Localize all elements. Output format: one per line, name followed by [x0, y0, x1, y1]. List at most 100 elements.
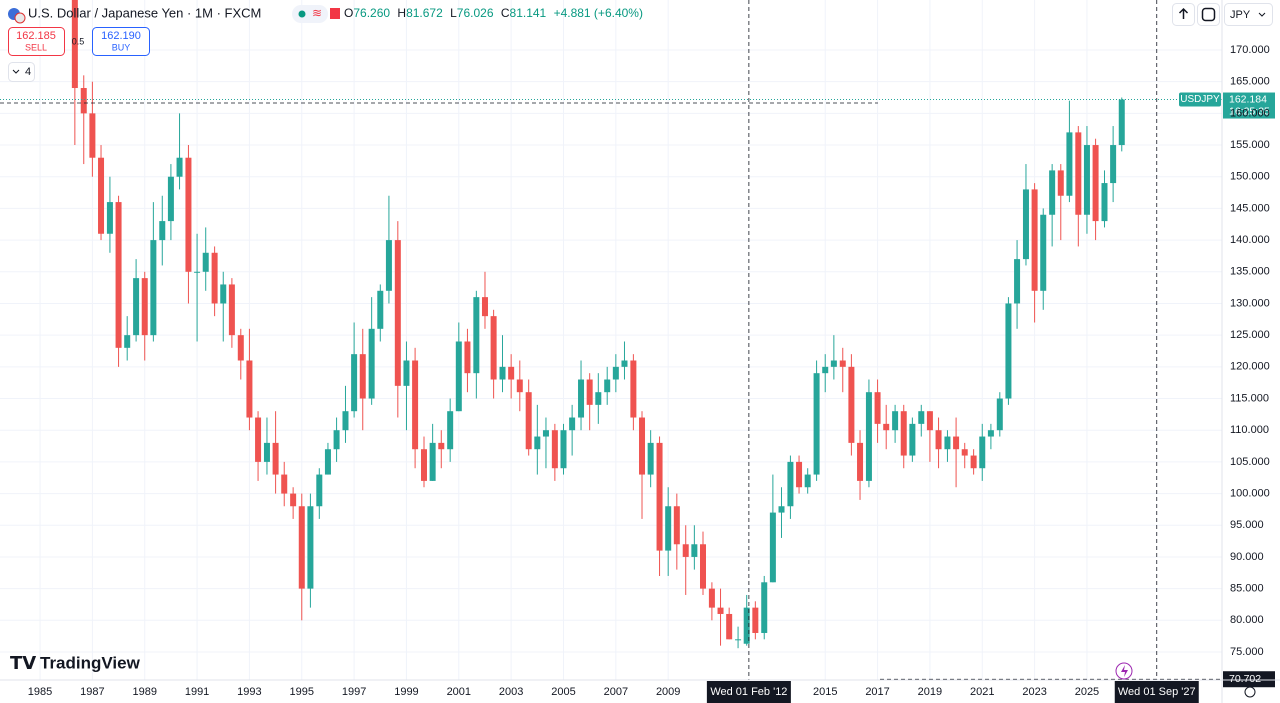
candle-body [970, 455, 977, 469]
candle-body [324, 449, 331, 475]
high-label: H [397, 6, 406, 20]
crosshair-date-label: Wed 01 Feb '12 [710, 686, 787, 698]
candle-body [1031, 189, 1038, 291]
candle-body [813, 373, 820, 475]
x-tick-label: 2007 [604, 686, 628, 698]
x-tick-label: 2015 [813, 686, 837, 698]
sell-button[interactable] [8, 27, 65, 56]
crosshair-date-badge [706, 681, 791, 703]
candle-body [1083, 145, 1090, 215]
y-tick-label: 125.000 [1230, 329, 1270, 341]
candle-body [351, 354, 358, 412]
candle-body [141, 278, 148, 336]
flag-badge [330, 8, 340, 19]
fullscreen-button[interactable] [1197, 3, 1220, 26]
candle-body [194, 271, 201, 273]
x-tick-label: 2003 [499, 686, 523, 698]
candle-body [621, 360, 628, 367]
candle-body [237, 335, 244, 361]
candles [71, 0, 1125, 649]
sell-price: 162.185 [16, 30, 56, 42]
candle-body [1092, 145, 1099, 222]
x-tick-label: 2019 [918, 686, 942, 698]
open-value: 76.260 [353, 6, 390, 20]
candle-body [778, 506, 785, 513]
grid [0, 0, 1222, 680]
candle-body [996, 398, 1003, 431]
buy-button[interactable] [92, 27, 150, 56]
indicators-count: 4 [25, 66, 31, 78]
crosshair-price-label: 70.702 [1229, 673, 1261, 685]
candle-body [551, 430, 558, 469]
candle-body [839, 360, 846, 367]
x-tick-label: 2001 [447, 686, 471, 698]
candle-body [691, 544, 698, 557]
candle-body [656, 442, 663, 551]
y-tick-label: 110.000 [1230, 424, 1269, 436]
candle-body [176, 157, 183, 177]
candle-body [944, 436, 951, 450]
x-tick-label: 1989 [132, 686, 156, 698]
candle-body [604, 379, 611, 393]
candle-body [420, 449, 427, 481]
candle-body [412, 360, 419, 450]
candle-body [857, 442, 864, 481]
candle-body [429, 442, 436, 481]
x-tick-label: 1993 [237, 686, 261, 698]
y-tick-label: 120.000 [1230, 361, 1270, 373]
candle-body [979, 436, 986, 469]
y-tick-label: 165.000 [1230, 76, 1270, 88]
candle-body [726, 613, 733, 640]
candle-body [115, 202, 122, 348]
candle-body [377, 290, 384, 329]
settings-icon[interactable] [1244, 686, 1256, 698]
spread: 0.5 [72, 36, 85, 46]
x-tick-label: 2021 [970, 686, 994, 698]
close-value: 81.141 [510, 6, 547, 20]
candle-body [542, 430, 549, 437]
symbol-label: USDJPY [1180, 94, 1220, 105]
candle-body [342, 411, 349, 431]
status-pill[interactable] [292, 5, 328, 23]
close-label: C [501, 6, 510, 20]
candle-body [263, 442, 270, 462]
open-label: O [344, 6, 353, 20]
y-tick-label: 140.000 [1230, 234, 1270, 246]
candle-body [717, 607, 724, 614]
candle-body [630, 360, 637, 418]
y-tick-label: 95.000 [1230, 519, 1264, 531]
candle-body [682, 544, 689, 557]
candle-body [1022, 189, 1029, 260]
candle-body [1066, 132, 1073, 196]
candle-body [900, 411, 907, 456]
candle-body [892, 411, 899, 431]
candle-body [918, 411, 925, 424]
y-tick-label: 105.000 [1230, 456, 1270, 468]
candle-body [1005, 303, 1012, 399]
y-tick-label: 80.000 [1230, 614, 1264, 626]
candle-body [673, 506, 680, 545]
brand-name: TradingView [40, 653, 141, 672]
candle-body [124, 335, 131, 348]
status-icon: ≋ [312, 6, 322, 20]
y-tick-label: 170.000 [1230, 44, 1270, 56]
x-tick-label: 2017 [865, 686, 889, 698]
candle-body [595, 392, 602, 405]
candle-body [830, 360, 837, 367]
candle-body [874, 392, 881, 424]
candle-body [665, 506, 672, 551]
candle-body [106, 202, 113, 234]
indicators-toggle[interactable] [8, 62, 35, 82]
candle-body [1014, 259, 1021, 304]
y-tick-label: 160.000 [1230, 107, 1270, 119]
x-tick-label: 2025 [1075, 686, 1099, 698]
crosshair-price-badge [1223, 671, 1275, 688]
candle-body [98, 157, 105, 234]
candle-body [220, 284, 227, 304]
high-value: 81.672 [406, 6, 443, 20]
candle-body [490, 316, 497, 380]
candle-body [202, 252, 209, 272]
candle-body [438, 442, 445, 450]
candle-body [150, 240, 157, 336]
currency-button[interactable] [1224, 3, 1273, 26]
